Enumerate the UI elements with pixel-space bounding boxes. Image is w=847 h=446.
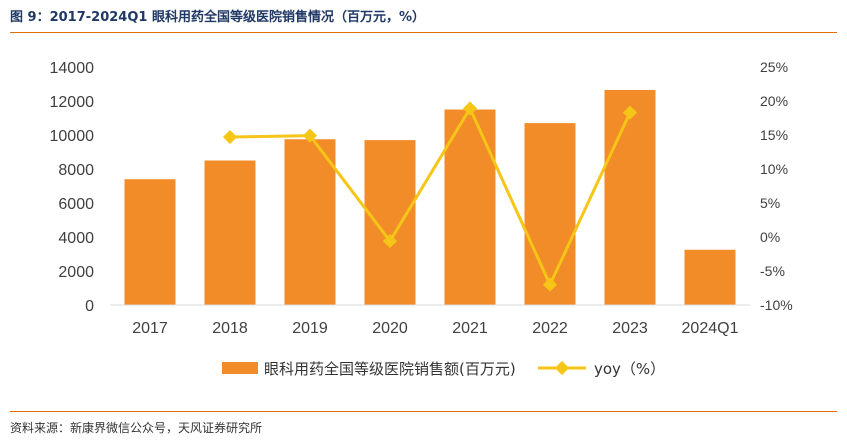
bar-2018 bbox=[204, 160, 256, 305]
yoy-line bbox=[229, 106, 632, 287]
yoy-point bbox=[542, 277, 558, 292]
bar-2020 bbox=[364, 140, 416, 305]
x-tick-label: 2023 bbox=[612, 320, 648, 337]
y-right-tick-label: 20% bbox=[760, 93, 788, 109]
y-left-tick-label: 14000 bbox=[50, 60, 95, 77]
bar-2017 bbox=[124, 179, 176, 305]
bar-2022 bbox=[524, 123, 576, 305]
y-right-tick-label: 0% bbox=[760, 229, 780, 245]
bar-2024Q1 bbox=[684, 249, 736, 305]
y-right-tick-label: 10% bbox=[760, 161, 788, 177]
y-left-tick-label: 8000 bbox=[58, 162, 94, 179]
legend-line-label: yoy（%） bbox=[594, 360, 665, 378]
y-left-tick-label: 12000 bbox=[50, 94, 95, 111]
yoy-point bbox=[622, 105, 638, 120]
legend-bar-swatch bbox=[222, 362, 258, 374]
y-left-tick-label: 10000 bbox=[50, 128, 95, 145]
bar-2019 bbox=[284, 139, 336, 305]
y-right-tick-label: 15% bbox=[760, 127, 788, 143]
x-tick-label: 2017 bbox=[132, 320, 168, 337]
y-left-tick-label: 0 bbox=[85, 298, 94, 315]
x-tick-label: 2021 bbox=[452, 320, 488, 337]
source-rule bbox=[10, 411, 837, 412]
yoy-point bbox=[302, 128, 318, 143]
y-right-tick-label: -5% bbox=[760, 263, 785, 279]
legend-line-marker bbox=[554, 360, 570, 376]
x-tick-label: 2024Q1 bbox=[682, 320, 739, 337]
bar-2021 bbox=[444, 109, 496, 305]
x-tick-label: 2022 bbox=[532, 320, 568, 337]
y-right-tick-label: 5% bbox=[760, 195, 780, 211]
source-note: 资料来源：新康界微信公众号，天风证券研究所 bbox=[10, 421, 263, 435]
yoy-point bbox=[222, 129, 238, 145]
legend: 眼科用药全国等级医院销售额(百万元) yoy（%） bbox=[222, 360, 665, 378]
y-right-tick-label: -10% bbox=[760, 297, 793, 313]
yoy-point bbox=[462, 101, 478, 116]
y-right-tick-label: 25% bbox=[760, 59, 788, 75]
title-rule bbox=[10, 32, 837, 33]
x-tick-label: 2019 bbox=[292, 320, 328, 337]
x-tick-label: 2018 bbox=[212, 320, 248, 337]
figure-title: 图 9：2017-2024Q1 眼科用药全国等级医院销售情况（百万元，%） bbox=[10, 10, 425, 25]
yoy-point bbox=[382, 234, 398, 249]
y-left-tick-label: 4000 bbox=[58, 230, 94, 247]
bar-2023 bbox=[604, 89, 656, 305]
legend-bar-label: 眼科用药全国等级医院销售额(百万元) bbox=[264, 360, 516, 378]
x-tick-label: 2020 bbox=[372, 320, 408, 337]
y-left-tick-label: 2000 bbox=[58, 264, 94, 281]
y-left-tick-label: 6000 bbox=[58, 196, 94, 213]
